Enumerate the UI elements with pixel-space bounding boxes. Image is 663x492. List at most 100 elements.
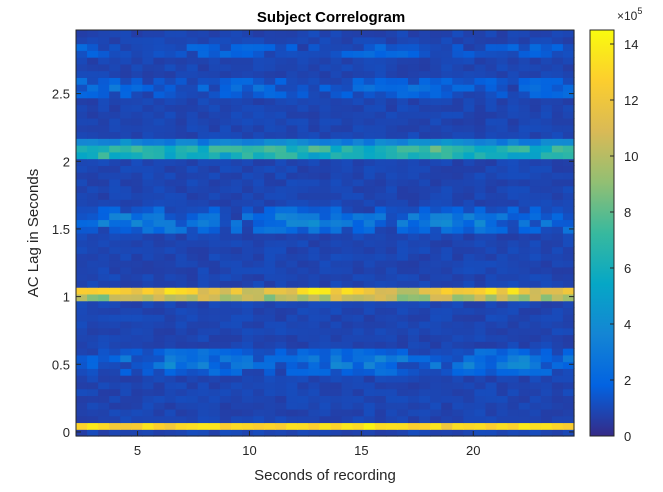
heatmap-cell	[319, 138, 332, 146]
heatmap-cell	[441, 205, 453, 214]
heatmap-cell	[518, 334, 531, 342]
heatmap-cell	[297, 341, 309, 349]
heatmap-cell	[396, 368, 409, 376]
heatmap-cell	[264, 138, 276, 146]
heatmap-cell	[518, 415, 531, 424]
heatmap-cell	[197, 246, 210, 254]
heatmap-cell	[540, 36, 553, 45]
heatmap-cell	[197, 219, 210, 227]
heatmap-cell	[175, 334, 188, 342]
heatmap-cell	[352, 165, 365, 173]
heatmap-cell	[197, 354, 210, 363]
heatmap-cell	[319, 158, 332, 166]
heatmap-cell	[441, 354, 453, 363]
heatmap-cell	[452, 165, 464, 173]
colorbar-tick-label: 0	[624, 429, 631, 444]
heatmap-cell	[164, 239, 177, 248]
heatmap-cell	[363, 415, 376, 424]
colorbar-gradient	[589, 29, 615, 437]
heatmap-cell	[430, 178, 442, 187]
heatmap-cell	[518, 192, 531, 200]
heatmap-cell	[419, 43, 431, 51]
heatmap-cell	[186, 307, 199, 315]
heatmap-cell	[175, 145, 188, 153]
heatmap-cell	[341, 124, 354, 133]
heatmap-cell	[330, 402, 343, 410]
heatmap-cell	[297, 246, 309, 254]
heatmap-cell	[474, 84, 487, 92]
heatmap-cell	[562, 36, 575, 45]
heatmap-cell	[551, 158, 564, 166]
heatmap-cell	[485, 178, 498, 187]
heatmap-cell	[441, 104, 453, 112]
heatmap-cell	[164, 124, 177, 133]
heatmap-cell	[396, 63, 409, 72]
heatmap-cell	[164, 192, 177, 200]
heatmap-cell	[208, 395, 221, 403]
heatmap-cell	[131, 131, 143, 139]
heatmap-cell	[286, 138, 298, 146]
heatmap-cell	[463, 57, 475, 65]
heatmap-cell	[197, 185, 210, 193]
heatmap-cell	[242, 327, 254, 336]
heatmap-cell	[330, 334, 343, 342]
heatmap-cell	[540, 253, 553, 261]
heatmap-cell	[175, 368, 188, 376]
heatmap-cell	[540, 145, 553, 153]
heatmap-cell	[275, 70, 287, 78]
heatmap-cell	[142, 260, 155, 268]
heatmap-cell	[142, 138, 155, 146]
heatmap-cell	[87, 226, 99, 234]
heatmap-cell	[109, 233, 121, 241]
heatmap-cell	[297, 145, 309, 153]
heatmap-cell	[441, 84, 453, 92]
heatmap-cell	[363, 219, 376, 227]
heatmap-cell	[352, 273, 365, 281]
heatmap-cell	[551, 293, 564, 302]
heatmap-cell	[341, 111, 354, 119]
heatmap-cell	[230, 320, 243, 329]
heatmap-cell	[230, 165, 243, 173]
heatmap-cell	[352, 138, 365, 146]
heatmap-cell	[76, 158, 88, 166]
heatmap-cell	[219, 233, 232, 241]
heatmap-cell	[408, 341, 420, 349]
heatmap-cell	[374, 219, 387, 227]
heatmap-cell	[452, 77, 464, 85]
heatmap-cell	[562, 260, 575, 268]
heatmap-cell	[308, 30, 321, 38]
heatmap-cell	[242, 104, 254, 112]
heatmap-cell	[562, 158, 575, 166]
heatmap-cell	[463, 172, 475, 180]
heatmap-cell	[186, 84, 199, 92]
heatmap-cell	[76, 212, 88, 221]
heatmap-cell	[463, 185, 475, 193]
heatmap-cell	[507, 178, 520, 187]
heatmap-cell	[219, 266, 232, 275]
heatmap-cell	[275, 124, 287, 133]
heatmap-cell	[164, 70, 177, 78]
heatmap-cell	[463, 320, 475, 329]
heatmap-cell	[430, 334, 442, 342]
heatmap-cell	[219, 117, 232, 126]
heatmap-cell	[463, 415, 475, 424]
heatmap-cell	[175, 341, 188, 349]
heatmap-cell	[374, 97, 387, 106]
heatmap-cell	[374, 90, 387, 99]
heatmap-cell	[518, 131, 531, 139]
heatmap-cell	[485, 131, 498, 139]
heatmap-cell	[175, 429, 188, 437]
heatmap-cell	[264, 84, 276, 92]
heatmap-cell	[153, 172, 166, 180]
heatmap-cell	[441, 300, 453, 309]
heatmap-cell	[496, 415, 509, 424]
heatmap-cell	[485, 30, 498, 38]
heatmap-cell	[164, 178, 177, 187]
heatmap-cell	[496, 287, 509, 295]
heatmap-cell	[175, 354, 188, 363]
heatmap-cell	[419, 341, 431, 349]
heatmap-cell	[430, 375, 442, 383]
heatmap-cell	[208, 388, 221, 396]
heatmap-cell	[242, 124, 254, 133]
